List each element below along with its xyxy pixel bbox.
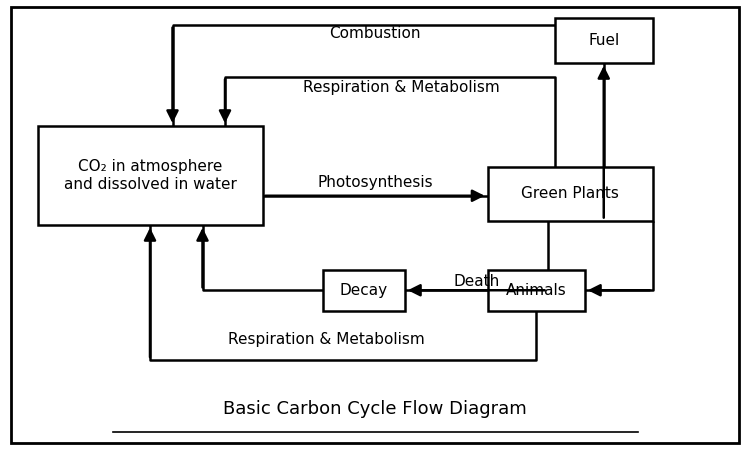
Text: Basic Carbon Cycle Flow Diagram: Basic Carbon Cycle Flow Diagram <box>224 400 526 418</box>
Text: Green Plants: Green Plants <box>521 186 619 201</box>
Text: Fuel: Fuel <box>588 33 620 48</box>
Text: Death: Death <box>453 274 500 289</box>
Text: CO₂ in atmosphere
and dissolved in water: CO₂ in atmosphere and dissolved in water <box>64 159 236 192</box>
Text: Respiration & Metabolism: Respiration & Metabolism <box>228 332 424 347</box>
Text: Animals: Animals <box>506 283 567 298</box>
FancyBboxPatch shape <box>555 18 652 63</box>
FancyBboxPatch shape <box>322 270 405 310</box>
Text: Respiration & Metabolism: Respiration & Metabolism <box>303 80 500 95</box>
Text: Photosynthesis: Photosynthesis <box>317 175 433 190</box>
FancyBboxPatch shape <box>488 166 652 220</box>
Text: Combustion: Combustion <box>329 26 421 41</box>
Text: Decay: Decay <box>340 283 388 298</box>
FancyBboxPatch shape <box>488 270 585 310</box>
FancyBboxPatch shape <box>38 126 262 225</box>
